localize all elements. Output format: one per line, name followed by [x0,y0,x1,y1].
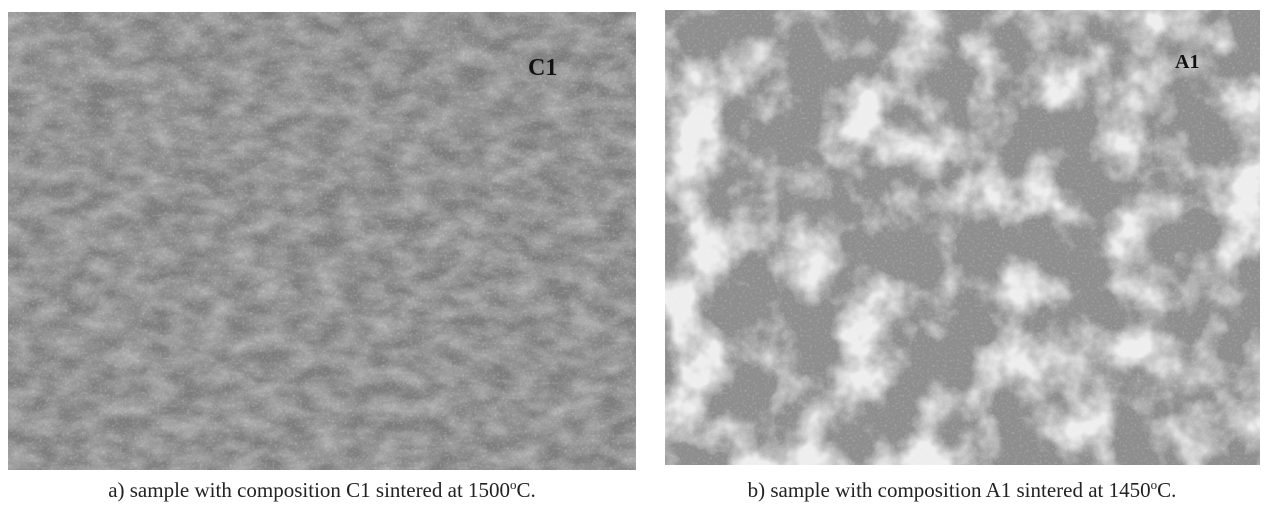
caption-text: b) sample with composition A1 sintered a… [748,478,1151,502]
caption-tail: C. [517,478,536,502]
caption: b) sample with composition A1 sintered a… [748,477,1177,502]
page: C1 A1 a) sample with composition C1 sint… [0,0,1269,510]
figure: C1 A1 a) sample with composition C1 sint… [0,0,1269,510]
caption-text: a) sample with composition C1 sintered a… [108,478,510,502]
caption: a) sample with composition C1 sintered a… [108,477,536,502]
panel-label: A1 [1175,51,1199,73]
caption-tail: C. [1157,478,1176,502]
image-c1: C1 [8,12,636,470]
image-a1: A1 [665,10,1260,465]
panel-label: C1 [528,55,557,81]
